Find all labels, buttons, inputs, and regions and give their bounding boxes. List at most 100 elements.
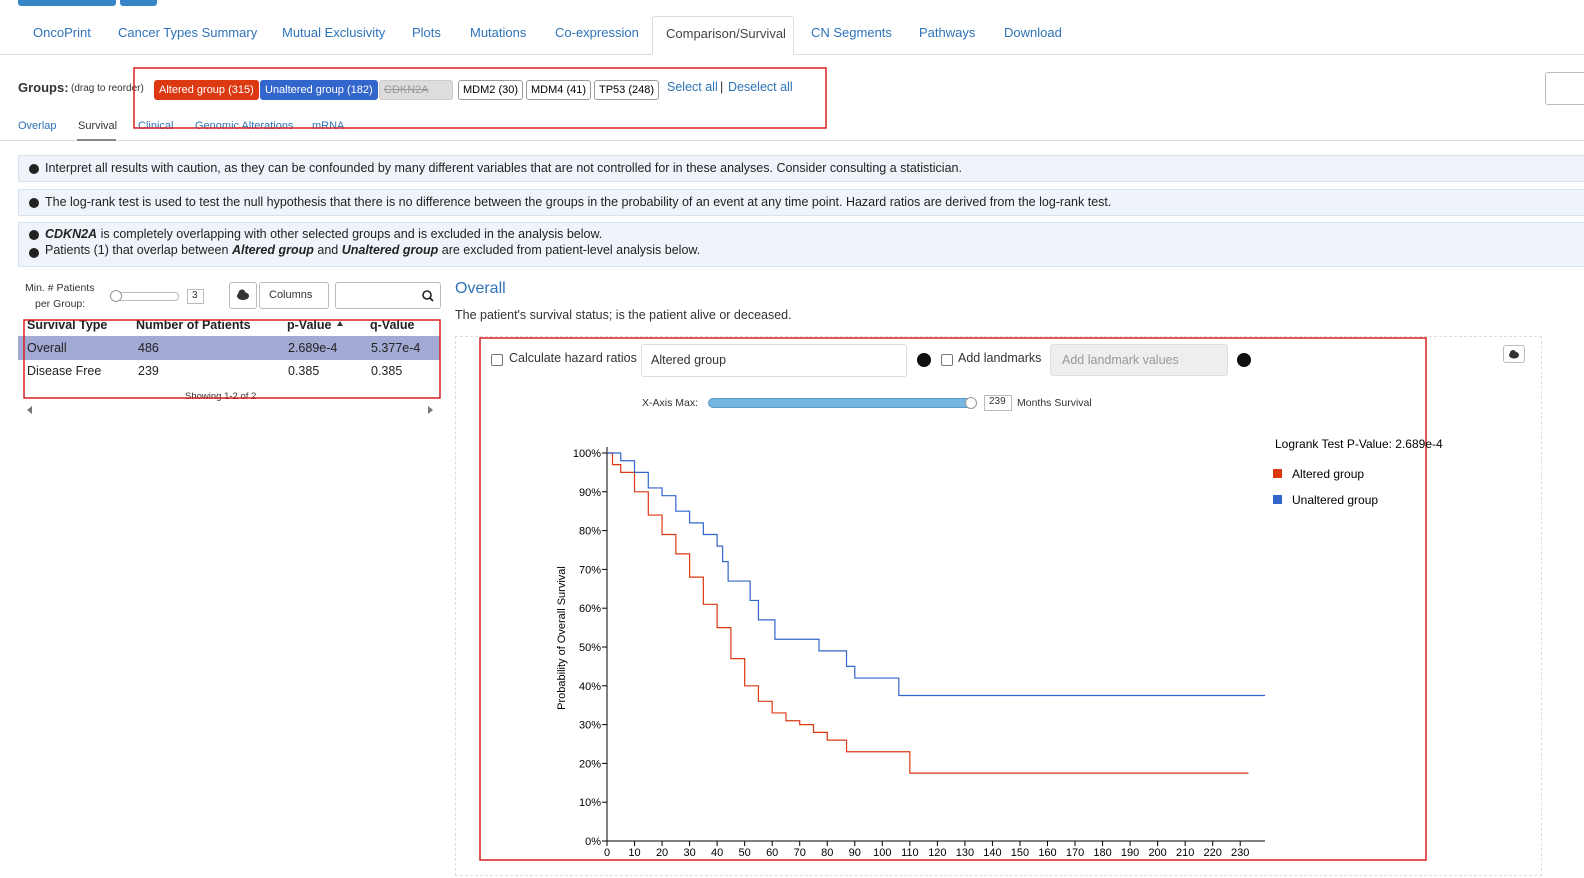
subtab[interactable]: mRNA <box>312 120 345 132</box>
subtab-border <box>0 140 1584 141</box>
x-tick-label: 140 <box>983 847 1001 859</box>
placeholder: Add landmark values <box>1062 353 1179 367</box>
y-tick-label: 0% <box>585 836 601 848</box>
group-button[interactable]: MDM4 (41) <box>526 80 592 100</box>
x-tick-label: 30 <box>683 847 695 859</box>
cell[interactable]: 0.385 <box>288 364 320 378</box>
notice-text: are excluded from patient-level analysis… <box>441 243 701 257</box>
cell[interactable]: 0.385 <box>371 364 403 378</box>
chart-download[interactable] <box>1503 345 1525 363</box>
annotation: Logrank Test P-Value: 2.689e-4 <box>1275 437 1443 451</box>
search-icon <box>422 290 434 302</box>
table-header[interactable]: Number of Patients <box>136 318 251 332</box>
slider-handle[interactable] <box>965 397 977 409</box>
top-button[interactable] <box>18 0 116 6</box>
landmarks-input[interactable]: Add landmark values <box>1050 344 1228 376</box>
checkbox[interactable] <box>941 354 953 366</box>
y-tick-label: 50% <box>579 642 601 654</box>
notice-text: The log-rank test is used to test the nu… <box>45 195 1112 209</box>
xmax-input[interactable]: 239 <box>984 395 1012 411</box>
cell[interactable]: 486 <box>138 341 159 355</box>
hazard-label[interactable]: Calculate hazard ratios <box>509 351 637 365</box>
min-label: Min. # Patients <box>25 282 95 294</box>
tab[interactable]: Mutual Exclusivity <box>282 25 386 40</box>
top-button[interactable] <box>120 0 157 6</box>
y-tick-label: 10% <box>579 797 601 809</box>
help-icon[interactable] <box>1237 353 1251 367</box>
subtab[interactable]: Genomic Alterations <box>195 120 294 132</box>
min-label: per Group: <box>35 298 86 310</box>
legend-swatch <box>1273 495 1282 504</box>
x-tick-label: 40 <box>711 847 723 859</box>
x-tick-label: 90 <box>849 847 861 859</box>
tab[interactable]: Pathways <box>919 25 976 40</box>
x-tick-label: 110 <box>901 847 919 859</box>
tab[interactable]: Cancer Types Summary <box>118 25 258 40</box>
group-button-excluded[interactable]: CDKN2A <box>379 80 453 100</box>
x-tick-label: 60 <box>766 847 778 859</box>
tab[interactable]: CN Segments <box>811 25 892 40</box>
x-tick-label: 130 <box>956 847 974 859</box>
export-button[interactable] <box>1545 72 1584 105</box>
sort-icon <box>337 321 343 326</box>
deselect-all[interactable]: Deselect all <box>728 80 793 94</box>
notice-text: Interpret all results with caution, as t… <box>45 161 962 175</box>
x-tick-label: 120 <box>928 847 946 859</box>
tab[interactable]: Mutations <box>470 25 527 40</box>
scroll-left[interactable] <box>27 406 32 414</box>
select-all[interactable]: Select all <box>667 80 718 94</box>
y-tick-label: 30% <box>579 720 601 732</box>
group-button[interactable]: TP53 (248) <box>594 80 660 100</box>
notice-text: is completely overlapping with other sel… <box>100 227 603 241</box>
x-tick-label: 80 <box>821 847 833 859</box>
tab[interactable]: Download <box>1004 25 1062 40</box>
groups-hint: (drag to reorder) <box>71 83 144 94</box>
survival-description: The patient's survival status; is the pa… <box>455 308 792 322</box>
notice: CDKN2A is completely overlapping with ot… <box>18 222 1584 267</box>
group-button[interactable]: Altered group (315) <box>154 80 259 100</box>
subtab-active[interactable]: Survival <box>78 120 118 132</box>
tab[interactable]: Plots <box>412 25 441 40</box>
cloud-icon <box>1509 350 1519 359</box>
legend-label: Unaltered group <box>1292 493 1378 507</box>
gene: CDKN2A <box>45 227 98 241</box>
landmarks-label[interactable]: Add landmarks <box>958 351 1042 365</box>
notice: The log-rank test is used to test the nu… <box>18 189 1584 216</box>
x-tick-label: 150 <box>1011 847 1029 859</box>
subtab[interactable]: Overlap <box>18 120 57 132</box>
row-highlight <box>18 336 440 360</box>
tab-active[interactable]: Comparison/Survival <box>666 26 786 41</box>
y-tick-label: 60% <box>579 603 601 615</box>
hazard-select[interactable]: Altered group <box>641 344 907 377</box>
table-header[interactable]: Survival Type <box>27 318 108 332</box>
help-icon[interactable] <box>917 353 931 367</box>
y-tick-label: 20% <box>579 758 601 770</box>
group-button[interactable]: MDM2 (30) <box>458 80 524 100</box>
table-footer: Showing 1-2 of 2 <box>185 391 257 402</box>
tab[interactable]: OncoPrint <box>33 25 91 40</box>
cell[interactable]: 239 <box>138 364 159 378</box>
y-tick-label: 70% <box>579 564 601 576</box>
x-tick-label: 200 <box>1148 847 1166 859</box>
tab[interactable]: Co-expression <box>555 25 639 40</box>
cell[interactable]: 2.689e-4 <box>288 341 338 355</box>
download-button[interactable] <box>229 282 257 309</box>
checkbox[interactable] <box>491 354 503 366</box>
x-tick-label: 190 <box>1121 847 1139 859</box>
slider-handle[interactable] <box>110 290 122 302</box>
cell[interactable]: Overall <box>27 341 67 355</box>
group-button[interactable]: Unaltered group (182) <box>260 80 378 100</box>
min-input[interactable]: 3 <box>187 289 204 304</box>
table-header[interactable]: p-Value <box>287 318 332 332</box>
subtab[interactable]: Clinical <box>138 120 174 132</box>
active-tab-box <box>652 16 794 55</box>
y-tick-label: 80% <box>579 526 601 538</box>
columns-button[interactable]: Columns <box>259 282 329 309</box>
scroll-right[interactable] <box>428 406 433 414</box>
table-header[interactable]: q-Value <box>370 318 415 332</box>
cell[interactable]: 5.377e-4 <box>371 341 421 355</box>
cell[interactable]: Disease Free <box>27 364 102 378</box>
search-input[interactable] <box>335 282 441 309</box>
